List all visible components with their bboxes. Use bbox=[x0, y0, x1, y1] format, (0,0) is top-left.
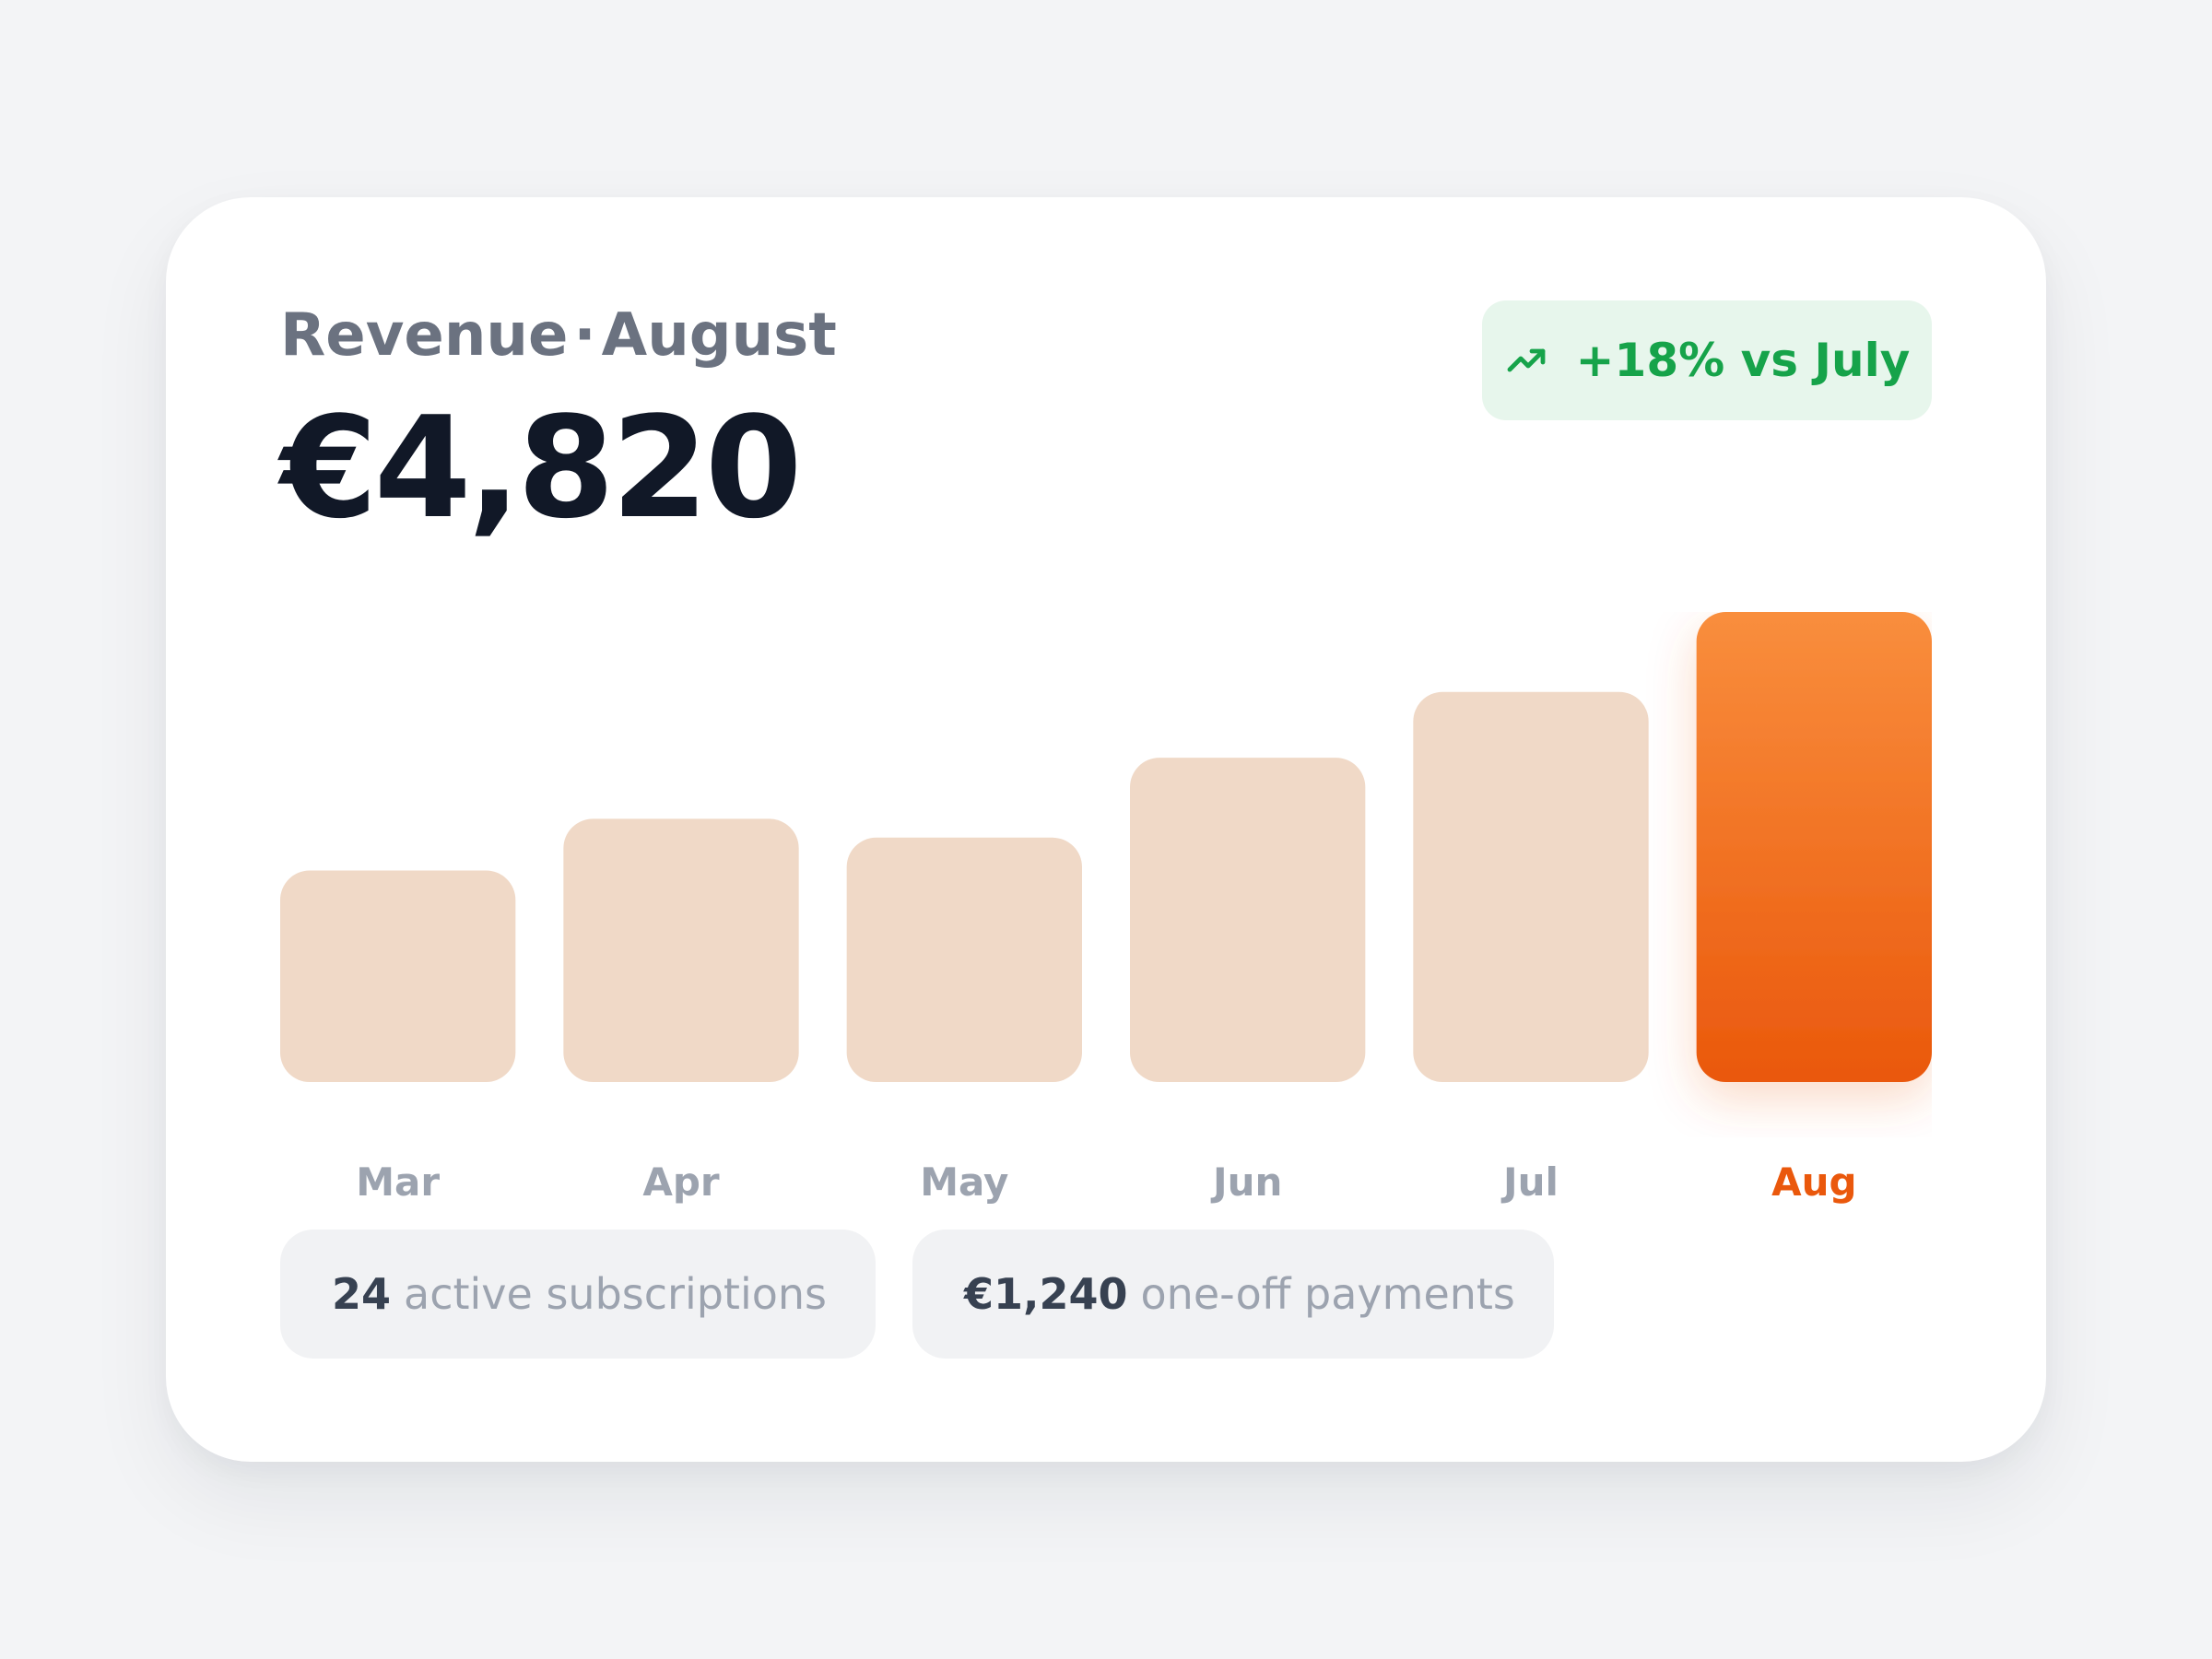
x-label-may: May bbox=[920, 1159, 1009, 1205]
bar-jul bbox=[1413, 691, 1649, 1082]
bar-apr bbox=[563, 818, 799, 1082]
x-label-aug: Aug bbox=[1771, 1159, 1857, 1205]
title-separator: · bbox=[573, 301, 596, 370]
stat-label: one-off payments bbox=[1140, 1269, 1515, 1319]
revenue-amount: €4,820 bbox=[280, 386, 803, 549]
x-label-jun: Jun bbox=[1212, 1159, 1283, 1205]
bar-mar bbox=[280, 870, 516, 1082]
stat-one-off-payments: €1,240 one-off payments bbox=[912, 1230, 1554, 1359]
stat-label: active subscriptions bbox=[404, 1269, 828, 1319]
stat-active-subscriptions: 24 active subscriptions bbox=[280, 1230, 876, 1359]
trending-up-icon bbox=[1504, 338, 1548, 382]
bar-may bbox=[846, 837, 1082, 1082]
bars-group bbox=[280, 612, 1932, 1082]
trend-badge: +18% vs July bbox=[1482, 300, 1932, 420]
title-period: August bbox=[601, 301, 837, 370]
title-metric: Revenue bbox=[280, 301, 569, 370]
trend-text: +18% vs July bbox=[1575, 334, 1911, 387]
x-label-jul: Jul bbox=[1503, 1159, 1559, 1205]
stat-value: 24 bbox=[332, 1269, 392, 1319]
x-axis-labels: Mar Apr May Jun Jul Aug bbox=[280, 1159, 1932, 1224]
x-label-apr: Apr bbox=[642, 1159, 720, 1205]
x-label-mar: Mar bbox=[356, 1159, 441, 1205]
bar-aug bbox=[1696, 612, 1932, 1082]
card-title: Revenue·August bbox=[280, 306, 837, 365]
bar-jun bbox=[1130, 758, 1366, 1082]
chart-plot bbox=[280, 612, 1932, 1082]
stat-value: €1,240 bbox=[964, 1269, 1128, 1319]
revenue-bar-chart: Mar Apr May Jun Jul Aug bbox=[280, 612, 1932, 1355]
revenue-card: Revenue·August €4,820 +18% vs July Ma bbox=[166, 197, 2046, 1462]
